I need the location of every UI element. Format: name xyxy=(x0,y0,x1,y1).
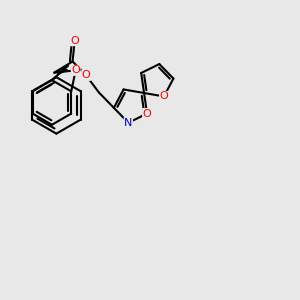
Text: O: O xyxy=(160,92,168,101)
Text: O: O xyxy=(143,109,152,118)
Text: O: O xyxy=(70,36,79,46)
Text: O: O xyxy=(82,70,91,80)
Text: O: O xyxy=(71,65,80,75)
Text: N: N xyxy=(124,118,133,128)
